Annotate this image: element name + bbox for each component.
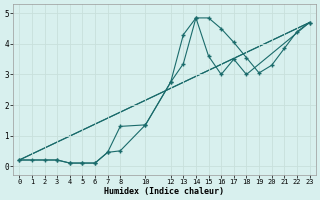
X-axis label: Humidex (Indice chaleur): Humidex (Indice chaleur) [104,187,224,196]
